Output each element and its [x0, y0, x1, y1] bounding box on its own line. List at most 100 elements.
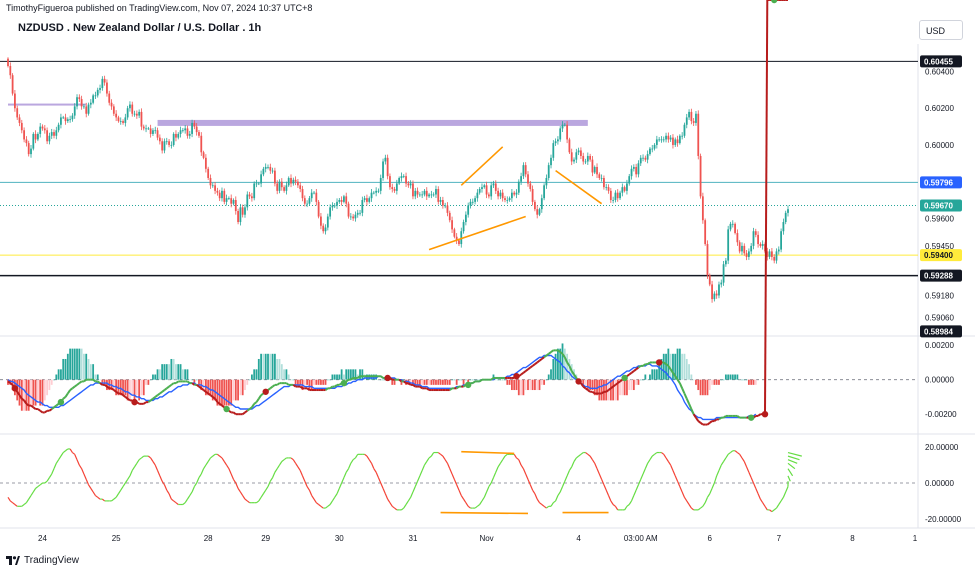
oscillator-line-segment: [306, 486, 310, 491]
price-badge: [920, 176, 962, 189]
candle-down: [18, 117, 21, 123]
bearish-cross-marker: [761, 410, 769, 418]
oscillator-line-segment: [775, 504, 780, 509]
macd-histogram-bar: [326, 379, 329, 381]
candle-down: [603, 177, 605, 188]
oscillator-line-segment: [716, 470, 720, 477]
oscillator-line-segment: [628, 500, 633, 505]
trendline-pattern: [555, 169, 603, 205]
time-tick-label: 24: [38, 534, 47, 543]
candle-up: [48, 135, 51, 142]
macd-histogram-bar: [605, 379, 608, 401]
macd-line-segment: [246, 408, 251, 412]
macd-histogram-bar: [711, 379, 713, 385]
macd-histogram-bar: [529, 379, 532, 391]
candle-up: [784, 212, 787, 223]
macd-histogram-bar: [697, 379, 700, 391]
oscillator-line-segment: [244, 498, 248, 502]
candle-down: [25, 139, 28, 144]
macd-histogram-bar: [138, 379, 141, 401]
candle-down: [195, 126, 198, 133]
candle-down: [513, 192, 516, 195]
macd-line-segment: [573, 373, 578, 379]
oscillator-line-segment: [327, 504, 331, 507]
price-tick-label: 0.60400: [925, 68, 954, 77]
macd-histogram-bar: [651, 369, 654, 380]
candle-up: [432, 194, 435, 196]
macd-histogram-bar: [678, 348, 681, 380]
macd-histogram-bar: [423, 379, 426, 385]
oscillator-line-segment: [276, 464, 281, 469]
macd-histogram-bar: [154, 374, 157, 380]
oscillator-line-segment: [389, 502, 393, 507]
candle-up: [515, 192, 518, 195]
candle-down: [34, 133, 37, 140]
oscillator-line-segment: [320, 505, 324, 509]
candle-up: [649, 148, 651, 155]
price-pane[interactable]: [0, 57, 918, 303]
macd-histogram-bar: [163, 364, 166, 380]
candle-up: [119, 121, 122, 122]
macd-histogram-bar: [246, 379, 249, 385]
oscillator-line-segment: [46, 477, 50, 482]
candle-up: [349, 216, 352, 218]
currency-selector[interactable]: USD: [919, 20, 963, 40]
candle-up: [138, 111, 141, 116]
oscillator-line-segment: [278, 461, 283, 466]
oscillator-line-segment: [191, 486, 195, 493]
oscillator-pane[interactable]: [0, 448, 918, 515]
candle-down: [198, 132, 200, 136]
macd-histogram-bar: [724, 374, 727, 380]
candle-up: [476, 192, 479, 199]
macd-line-segment: [566, 361, 571, 367]
macd-histogram-bar: [46, 379, 49, 396]
macd-histogram-bar: [616, 379, 619, 401]
macd-histogram-bar: [534, 379, 536, 391]
candle-down: [667, 135, 670, 140]
symbol-title[interactable]: NZDUSD . New Zealand Dollar / U.S. Dolla…: [18, 22, 262, 34]
candle-up: [418, 194, 421, 196]
oscillator-line-segment: [62, 450, 66, 454]
tradingview-brand[interactable]: TradingView: [6, 555, 79, 566]
macd-line-segment: [688, 403, 693, 410]
oscillator-line-segment: [543, 505, 547, 509]
macd-line-segment: [147, 399, 152, 403]
macd-histogram-bar: [444, 379, 447, 385]
candle-down: [204, 157, 207, 169]
oscillator-line-segment: [677, 480, 681, 487]
macd-line-segment: [559, 351, 564, 355]
oscillator-line-segment: [458, 489, 462, 496]
oscillator-line-segment: [591, 459, 596, 464]
oscillator-line-segment: [95, 495, 99, 498]
macd-histogram-bar: [591, 379, 594, 391]
macd-histogram-bar: [462, 379, 465, 385]
macd-histogram-bar: [543, 379, 546, 385]
candle-up: [244, 207, 246, 215]
macd-histogram-bar: [124, 379, 127, 396]
macd-histogram-bar: [517, 379, 520, 396]
candle-down: [773, 256, 776, 261]
macd-line-segment: [242, 411, 246, 415]
macd-histogram-bar: [428, 379, 430, 385]
macd-histogram-bar: [515, 379, 518, 391]
candle-up: [264, 166, 267, 169]
oscillator-line-segment: [787, 462, 796, 470]
macd-line-segment: [276, 382, 281, 386]
macd-line-segment: [543, 354, 548, 359]
macd-tick-label: -0.00200: [925, 410, 957, 419]
candle-down: [11, 75, 14, 94]
candle-up: [683, 124, 686, 136]
macd-histogram-bar: [299, 379, 302, 385]
candle-down: [570, 152, 573, 162]
oscillator-line-segment: [65, 448, 69, 452]
oscillator-line-segment: [90, 488, 94, 493]
candle-down: [738, 242, 741, 252]
oscillator-line-segment: [594, 463, 598, 469]
macd-histogram-bar: [248, 379, 251, 381]
candle-up: [499, 192, 502, 197]
oscillator-line-segment: [352, 457, 356, 461]
macd-pane[interactable]: [0, 0, 918, 426]
macd-histogram-bar: [432, 379, 435, 385]
macd-line-segment: [607, 387, 612, 391]
